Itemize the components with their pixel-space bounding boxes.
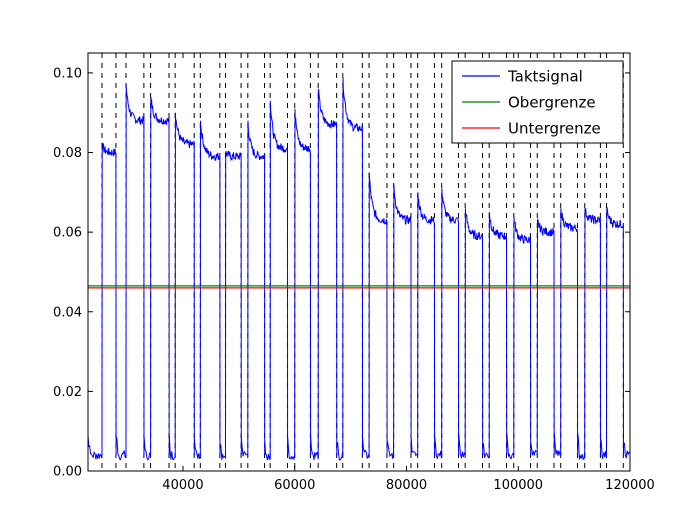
y-tick-label: 0.02 <box>53 385 82 400</box>
y-tick-label: 0.08 <box>53 146 82 161</box>
y-tick-label: 0.06 <box>53 226 82 241</box>
y-tick-label: 0.10 <box>53 66 82 81</box>
y-tick-label: 0.00 <box>53 465 82 480</box>
axes-frame <box>87 52 631 472</box>
legend-label: Taktsignal <box>507 68 583 86</box>
x-tick-label: 100000 <box>493 478 543 493</box>
y-tick-label: 0.04 <box>53 305 82 320</box>
legend-label: Untergrenze <box>508 120 601 138</box>
x-tick-label: 40000 <box>162 478 203 493</box>
plot-inner <box>88 53 630 471</box>
x-tick-label: 120000 <box>605 478 655 493</box>
legend: Taktsignal Obergrenze Untergrenze <box>451 60 624 144</box>
plot-area <box>88 53 630 471</box>
series-taktsignal-line <box>88 76 630 461</box>
axes: 40000 60000 80000 100000 120000 0.00 0.02 0.04 0… <box>53 52 655 493</box>
x-tick-label: 60000 <box>274 478 315 493</box>
legend-label: Obergrenze <box>508 94 596 112</box>
x-tick-label: 80000 <box>386 478 427 493</box>
